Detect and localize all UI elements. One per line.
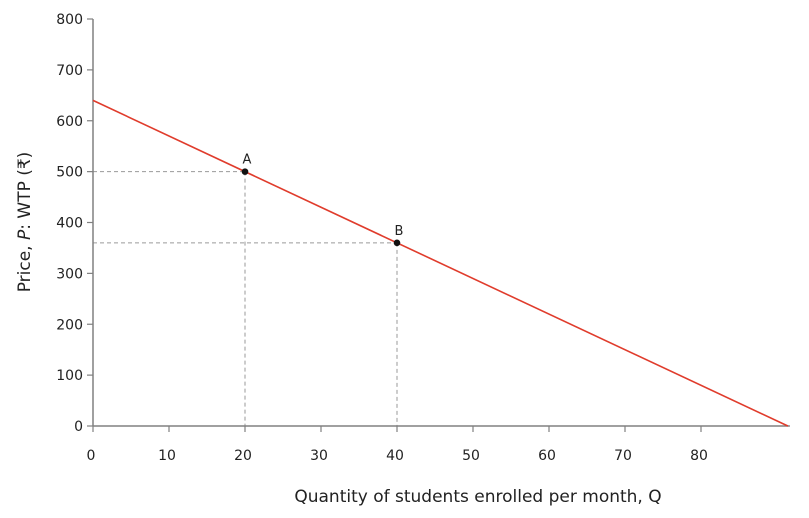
y-tick-label: 700 <box>56 63 83 79</box>
x-tick-label: 0 <box>87 448 96 464</box>
y-tick-label: 100 <box>56 368 83 384</box>
x-tick-label: 60 <box>538 448 556 464</box>
guide-lines <box>93 171 398 426</box>
axes: 0 100 200 300 400 500 600 700 800 0 10 20 30 40 50 60 70… <box>56 12 790 464</box>
point-label: A <box>243 153 252 168</box>
x-tick-label: 10 <box>158 448 176 464</box>
x-tick-label: 20 <box>234 448 252 464</box>
y-tick-label: 200 <box>56 317 83 333</box>
y-tick-label: 800 <box>56 12 83 28</box>
y-tick-label: 400 <box>56 216 83 232</box>
series: AB <box>92 99 789 427</box>
y-tick-label: 600 <box>56 114 83 130</box>
x-tick-label: 40 <box>386 448 404 464</box>
y-tick-label: 0 <box>74 419 83 435</box>
y-tick-label: 300 <box>56 266 83 282</box>
x-tick-label: 70 <box>614 448 632 464</box>
x-axis-label: Quantity of students enrolled per month,… <box>294 487 661 507</box>
demand-line <box>92 99 789 427</box>
point-B <box>393 239 401 247</box>
x-tick-label: 30 <box>310 448 328 464</box>
point-A <box>241 168 249 175</box>
x-tick-label: 50 <box>462 448 480 464</box>
y-axis-label: Price, P: WTP (₹) <box>15 152 35 293</box>
y-tick-label: 500 <box>56 165 83 181</box>
point-label: B <box>395 224 404 239</box>
x-tick-label: 80 <box>690 448 708 464</box>
